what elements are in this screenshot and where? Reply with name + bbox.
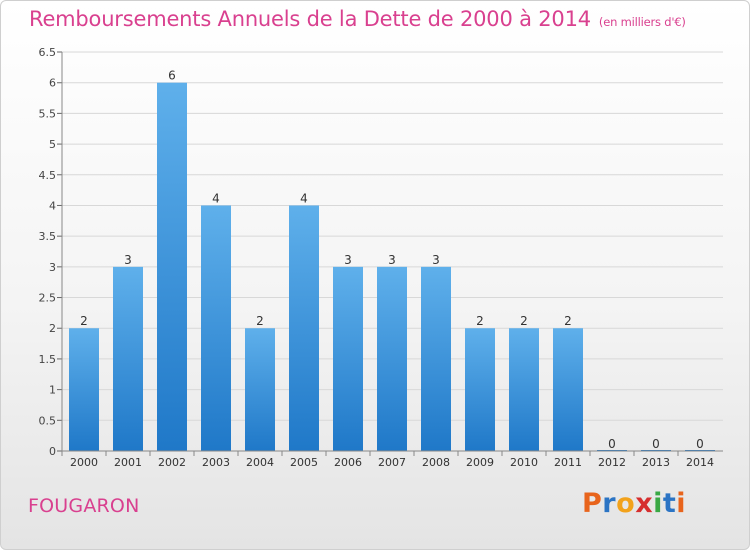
bars bbox=[69, 82, 715, 451]
data-label: 3 bbox=[388, 253, 396, 267]
data-label: 2 bbox=[80, 314, 88, 328]
y-tick-label: 6.5 bbox=[39, 46, 57, 59]
bar bbox=[421, 266, 451, 451]
y-tick-label: 2.5 bbox=[39, 292, 57, 305]
commune-name: FOUGARON bbox=[28, 495, 140, 517]
axes bbox=[57, 51, 723, 456]
x-tick-label: 2010 bbox=[510, 456, 538, 469]
chart-unit: (en milliers d'€) bbox=[598, 15, 686, 29]
data-label: 4 bbox=[212, 191, 220, 205]
x-tick-label: 2009 bbox=[466, 456, 494, 469]
x-tick-label: 2011 bbox=[554, 456, 582, 469]
bar bbox=[201, 205, 231, 451]
proxiti-logo: Proxiti bbox=[582, 488, 687, 519]
x-tick-label: 2014 bbox=[686, 456, 714, 469]
x-tick-label: 2004 bbox=[246, 456, 274, 469]
x-tick-label: 2000 bbox=[70, 456, 98, 469]
y-tick-label: 2 bbox=[49, 322, 56, 335]
data-label: 2 bbox=[520, 314, 528, 328]
data-label: 0 bbox=[608, 437, 616, 451]
data-label: 0 bbox=[652, 437, 660, 451]
y-tick-label: 5.5 bbox=[39, 107, 57, 120]
bar bbox=[245, 328, 275, 451]
y-tick-label: 4 bbox=[49, 199, 56, 212]
y-tick-label: 3 bbox=[49, 261, 56, 274]
chart-title-text: Remboursements Annuels de la Dette de 20… bbox=[29, 7, 591, 31]
data-label: 2 bbox=[476, 314, 484, 328]
y-tick-label: 0.5 bbox=[39, 414, 57, 427]
y-tick-label: 3.5 bbox=[39, 230, 57, 243]
data-label: 3 bbox=[124, 253, 132, 267]
data-label: 3 bbox=[432, 253, 440, 267]
bar bbox=[509, 328, 539, 451]
bar bbox=[113, 266, 143, 451]
data-label: 0 bbox=[696, 437, 704, 451]
x-tick-label: 2007 bbox=[378, 456, 406, 469]
bar bbox=[69, 328, 99, 451]
bar bbox=[465, 328, 495, 451]
x-tick-label: 2005 bbox=[290, 456, 318, 469]
data-label: 4 bbox=[300, 191, 308, 205]
chart-title: Remboursements Annuels de la Dette de 20… bbox=[29, 7, 686, 31]
y-tick-label: 1 bbox=[49, 384, 56, 397]
x-tick-label: 2001 bbox=[114, 456, 142, 469]
x-tick-label: 2008 bbox=[422, 456, 450, 469]
x-tick-label: 2012 bbox=[598, 456, 626, 469]
bar bbox=[377, 266, 407, 451]
y-tick-label: 4.5 bbox=[39, 169, 57, 182]
x-tick-label: 2003 bbox=[202, 456, 230, 469]
labels: 00.511.522.533.544.555.566.5220003200162… bbox=[39, 46, 715, 469]
x-tick-label: 2002 bbox=[158, 456, 186, 469]
data-label: 3 bbox=[344, 253, 352, 267]
data-label: 6 bbox=[168, 69, 176, 83]
x-tick-label: 2013 bbox=[642, 456, 670, 469]
bar bbox=[553, 328, 583, 451]
y-tick-label: 0 bbox=[49, 445, 56, 458]
bar bbox=[157, 82, 187, 451]
y-tick-label: 5 bbox=[49, 138, 56, 151]
data-label: 2 bbox=[564, 314, 572, 328]
bar bbox=[333, 266, 363, 451]
x-tick-label: 2006 bbox=[334, 456, 362, 469]
y-tick-label: 6 bbox=[49, 77, 56, 90]
bar bbox=[289, 205, 319, 451]
y-tick-label: 1.5 bbox=[39, 353, 57, 366]
data-label: 2 bbox=[256, 314, 264, 328]
